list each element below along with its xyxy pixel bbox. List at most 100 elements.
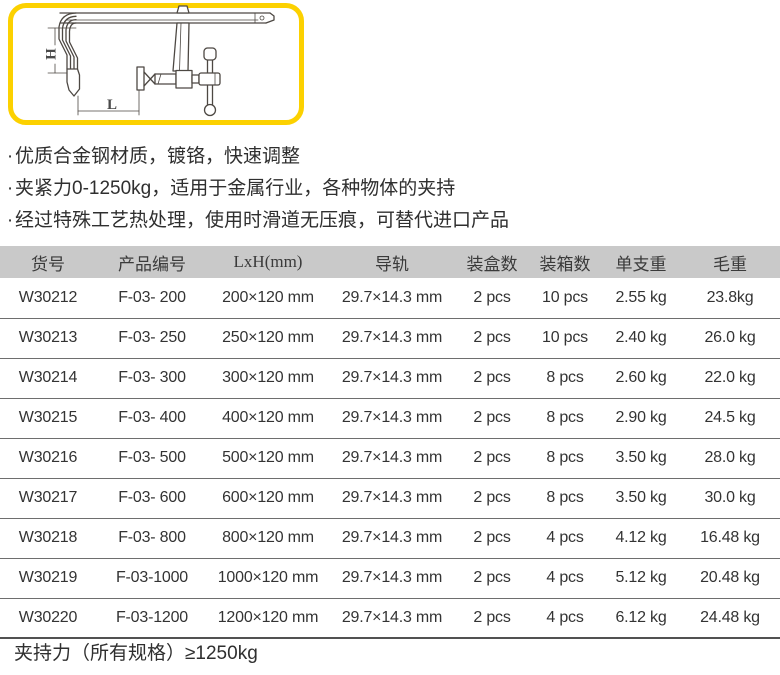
table-cell: 29.7×14.3 mm [328,478,456,519]
table-row: W30220 F-03-1200 1200×120 mm 29.7×14.3 mm 2 … [0,598,780,639]
table-cell: 8 pcs [528,358,602,399]
table-cell: 2 pcs [456,318,528,359]
table-cell: 29.7×14.3 mm [328,518,456,559]
table-cell: 600×120 mm [208,478,328,519]
table-cell: 10 pcs [528,318,602,359]
table-cell: 3.50 kg [602,438,680,479]
table-cell: W30213 [0,318,96,359]
table-cell: 8 pcs [528,438,602,479]
table-cell: 22.0 kg [680,358,780,399]
table-row: W30218 F-03- 800 800×120 mm 29.7×14.3 mm 2 p… [0,518,780,559]
table-cell: 29.7×14.3 mm [328,558,456,599]
table-cell: 24.5 kg [680,398,780,439]
table-cell: 4.12 kg [602,518,680,559]
table-cell: 2.90 kg [602,398,680,439]
table-row: W30219 F-03-1000 1000×120 mm 29.7×14.3 mm 2 … [0,558,780,599]
table-header-row: 货号 产品编号 LxH(mm) 导轨 装盒数 装箱数 单支重 毛重 [0,246,780,278]
table-cell: 24.48 kg [680,598,780,639]
feature-text: 夹紧力0-1250kg，适用于金属行业，各种物体的夹持 [15,178,456,199]
table-row: W30215 F-03- 400 400×120 mm 29.7×14.3 mm 2 p… [0,398,780,439]
clamp-fixed-arm [58,12,81,97]
table-cell: F-03- 500 [96,438,208,479]
table-cell: 4 pcs [528,518,602,559]
table-cell: 3.50 kg [602,478,680,519]
dimension-l-label: L [107,97,117,113]
table-cell: 250×120 mm [208,318,328,359]
table-cell: F-03- 800 [96,518,208,559]
feature-item: ·经过特殊工艺热处理，使用时滑道无压痕，可替代进口产品 [5,205,780,237]
clamp-screw-assembly [136,47,221,117]
table-cell: 30.0 kg [680,478,780,519]
table-cell: W30216 [0,438,96,479]
feature-list: ·优质合金钢材质，镀铬，快速调整 ·夹紧力0-1250kg，适用于金属行业，各种… [5,141,780,237]
table-cell: 2 pcs [456,358,528,399]
table-cell: 2 pcs [456,598,528,639]
table-cell: 1200×120 mm [208,598,328,639]
table-cell: F-03- 250 [96,318,208,359]
table-cell: 4 pcs [528,598,602,639]
table-cell: 20.48 kg [680,558,780,599]
dimension-h: H [43,27,77,74]
table-cell: 28.0 kg [680,438,780,479]
table-cell: 10 pcs [528,278,602,319]
table-cell: 23.8kg [680,278,780,319]
table-cell: 2 pcs [456,398,528,439]
clamp-rail [59,12,275,24]
column-header-rail: 导轨 [328,246,456,278]
table-cell: 2.55 kg [602,278,680,319]
table-cell: 300×120 mm [208,358,328,399]
column-header-box-qty: 装盒数 [456,246,528,278]
table-cell: W30219 [0,558,96,599]
table-cell: F-03- 400 [96,398,208,439]
table-cell: W30214 [0,358,96,399]
footer-note: 夹持力（所有规格）≥1250kg [14,643,258,664]
table-cell: 29.7×14.3 mm [328,278,456,319]
table-cell: 29.7×14.3 mm [328,318,456,359]
table-cell: 2 pcs [456,518,528,559]
table-cell: F-03- 600 [96,478,208,519]
table-cell: 4 pcs [528,558,602,599]
column-header-item-no: 货号 [0,246,96,278]
table-cell: 400×120 mm [208,398,328,439]
bullet-dot: · [6,178,14,199]
product-image-box: H L [8,3,304,125]
table-row: W30212 F-03- 200 200×120 mm 29.7×14.3 mm 2 p… [0,278,780,319]
table-cell: 29.7×14.3 mm [328,438,456,479]
table-cell: 2 pcs [456,278,528,319]
table-cell: F-03- 200 [96,278,208,319]
table-row: W30214 F-03- 300 300×120 mm 29.7×14.3 mm 2 p… [0,358,780,399]
feature-item: ·优质合金钢材质，镀铬，快速调整 [5,141,780,173]
table-cell: 5.12 kg [602,558,680,599]
feature-item: ·夹紧力0-1250kg，适用于金属行业，各种物体的夹持 [5,173,780,205]
table-cell: 6.12 kg [602,598,680,639]
table-cell: 200×120 mm [208,278,328,319]
column-header-unit-weight: 单支重 [602,246,680,278]
column-header-carton-qty: 装箱数 [528,246,602,278]
table-row: W30217 F-03- 600 600×120 mm 29.7×14.3 mm 2 p… [0,478,780,519]
table-cell: 26.0 kg [680,318,780,359]
table-cell: F-03-1000 [96,558,208,599]
bullet-dot: · [6,146,14,167]
table-cell: W30217 [0,478,96,519]
column-header-product-code: 产品编号 [96,246,208,278]
clamp-drawing: H L [43,5,275,117]
table-cell: 16.48 kg [680,518,780,559]
table-cell: 2 pcs [456,438,528,479]
table-cell: 29.7×14.3 mm [328,358,456,399]
table-cell: 8 pcs [528,478,602,519]
table-cell: 8 pcs [528,398,602,439]
table-cell: 2 pcs [456,478,528,519]
dimension-l: L [77,89,140,116]
table-body: W30212 F-03- 200 200×120 mm 29.7×14.3 mm 2 p… [0,278,780,639]
table-cell: 2.60 kg [602,358,680,399]
dimension-h-label: H [43,48,59,60]
column-header-lxh: LxH(mm) [208,246,328,278]
table-cell: 800×120 mm [208,518,328,559]
table-cell: 29.7×14.3 mm [328,598,456,639]
table-cell: 2.40 kg [602,318,680,359]
table-cell: W30215 [0,398,96,439]
table-cell: W30220 [0,598,96,639]
table-cell: W30218 [0,518,96,559]
table-row: W30216 F-03- 500 500×120 mm 29.7×14.3 mm 2 p… [0,438,780,479]
spec-table: 货号 产品编号 LxH(mm) 导轨 装盒数 装箱数 单支重 毛重 W30212… [0,246,780,639]
